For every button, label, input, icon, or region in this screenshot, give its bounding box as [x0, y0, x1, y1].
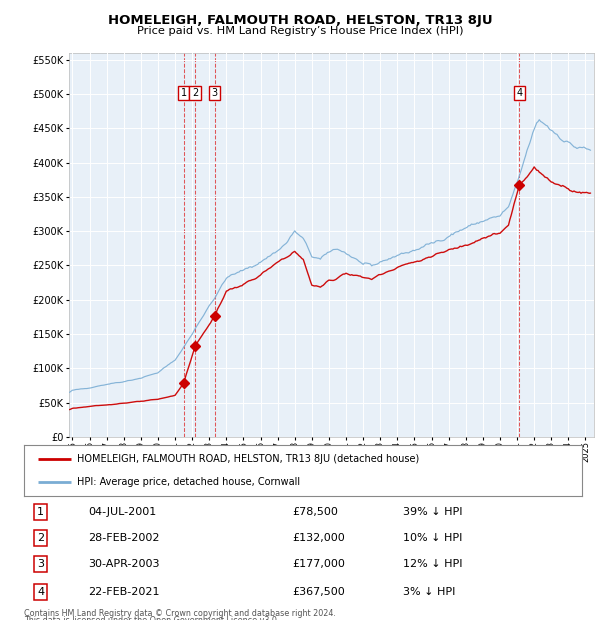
Text: 3% ↓ HPI: 3% ↓ HPI	[403, 587, 456, 597]
Text: 04-JUL-2001: 04-JUL-2001	[88, 507, 157, 517]
Text: 1: 1	[37, 507, 44, 517]
Text: 3: 3	[212, 88, 218, 98]
Text: 12% ↓ HPI: 12% ↓ HPI	[403, 559, 463, 569]
Text: 4: 4	[517, 88, 523, 98]
Text: Contains HM Land Registry data © Crown copyright and database right 2024.: Contains HM Land Registry data © Crown c…	[24, 609, 336, 618]
Text: Price paid vs. HM Land Registry’s House Price Index (HPI): Price paid vs. HM Land Registry’s House …	[137, 26, 463, 36]
Text: This data is licensed under the Open Government Licence v3.0.: This data is licensed under the Open Gov…	[24, 616, 280, 620]
Text: HOMELEIGH, FALMOUTH ROAD, HELSTON, TR13 8JU: HOMELEIGH, FALMOUTH ROAD, HELSTON, TR13 …	[107, 14, 493, 27]
Text: £78,500: £78,500	[292, 507, 338, 517]
Text: £367,500: £367,500	[292, 587, 344, 597]
Text: 2: 2	[192, 88, 198, 98]
Text: 1: 1	[181, 88, 187, 98]
Text: 28-FEB-2002: 28-FEB-2002	[88, 533, 160, 543]
Text: HPI: Average price, detached house, Cornwall: HPI: Average price, detached house, Corn…	[77, 477, 300, 487]
Text: 22-FEB-2021: 22-FEB-2021	[88, 587, 160, 597]
Text: 4: 4	[37, 587, 44, 597]
Text: 39% ↓ HPI: 39% ↓ HPI	[403, 507, 463, 517]
Text: 30-APR-2003: 30-APR-2003	[88, 559, 160, 569]
Text: HOMELEIGH, FALMOUTH ROAD, HELSTON, TR13 8JU (detached house): HOMELEIGH, FALMOUTH ROAD, HELSTON, TR13 …	[77, 454, 419, 464]
Text: £132,000: £132,000	[292, 533, 344, 543]
Text: 10% ↓ HPI: 10% ↓ HPI	[403, 533, 463, 543]
Text: 2: 2	[37, 533, 44, 543]
Text: £177,000: £177,000	[292, 559, 345, 569]
Text: 3: 3	[37, 559, 44, 569]
